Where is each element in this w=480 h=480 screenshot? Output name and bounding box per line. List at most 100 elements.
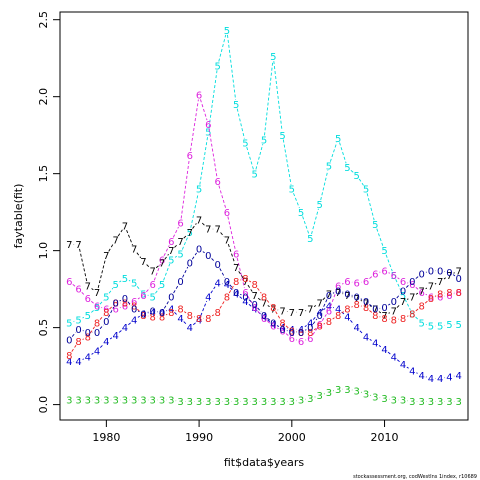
series-5-segment: [415, 316, 419, 321]
series-0-segment: [71, 332, 76, 337]
series-5-segment: [293, 193, 300, 209]
series-8-point: 8: [224, 292, 230, 303]
series-0-point: 0: [437, 266, 443, 277]
series-7-segment: [238, 271, 244, 278]
series-4-point: 4: [177, 314, 183, 325]
series-6-segment: [388, 272, 390, 274]
x-tick-label: 2000: [278, 431, 306, 444]
series-7-point: 7: [456, 266, 462, 277]
series-3-point: 3: [159, 396, 165, 407]
series-5-point: 5: [196, 185, 202, 196]
series-8-point: 8: [85, 332, 91, 343]
series-0-point: 0: [159, 308, 165, 319]
series-0-segment: [332, 292, 335, 294]
series-7-segment: [360, 299, 363, 302]
series-5-segment: [320, 170, 329, 201]
series-6-segment: [208, 128, 218, 177]
series-6-point: 6: [326, 306, 332, 317]
series-7-point: 7: [428, 282, 434, 293]
series-3-point: 3: [344, 385, 350, 396]
series-5-point: 5: [446, 320, 452, 331]
series-3-point: 3: [316, 391, 322, 402]
series-5-point: 5: [400, 291, 406, 302]
series-5-segment: [128, 279, 131, 282]
series-0-point: 0: [279, 325, 285, 336]
series-5-point: 5: [363, 185, 369, 196]
series-7-segment: [126, 230, 133, 246]
series-5-segment: [246, 147, 254, 170]
series-4-point: 4: [437, 374, 443, 385]
x-tick-label: 2010: [371, 431, 399, 444]
series-5-point: 5: [122, 274, 128, 285]
series-5-segment: [385, 254, 393, 272]
series-4-segment: [82, 358, 84, 360]
series-3-point: 3: [75, 396, 81, 407]
series-7-point: 7: [122, 222, 128, 233]
series-8-segment: [257, 287, 262, 294]
series-0-segment: [396, 293, 401, 299]
series-4-segment: [416, 372, 418, 374]
series-8-segment: [406, 315, 409, 317]
series-7-segment: [164, 253, 169, 260]
series-3-point: 3: [205, 397, 211, 408]
series-5-segment: [339, 142, 347, 164]
series-6-point: 6: [177, 219, 183, 230]
series-0-point: 0: [233, 288, 239, 299]
series-4-point: 4: [214, 279, 220, 290]
series-0-segment: [202, 251, 205, 254]
series-6-segment: [257, 310, 262, 316]
x-tick-label: 1990: [185, 431, 213, 444]
series-5-point: 5: [66, 319, 72, 330]
series-3-point: 3: [122, 396, 128, 407]
series-6-point: 6: [344, 277, 350, 288]
series-4-segment: [99, 344, 104, 348]
series-6-point: 6: [363, 277, 369, 288]
series-0-segment: [452, 274, 456, 277]
series-8-segment: [332, 317, 335, 320]
series-0-segment: [99, 324, 104, 330]
series-4-point: 4: [252, 305, 258, 316]
series-7-segment: [257, 297, 261, 301]
series-8-segment: [71, 344, 77, 352]
series-0-segment: [415, 276, 419, 279]
series-7-segment: [267, 305, 270, 308]
series-3-point: 3: [112, 396, 118, 407]
series-3-point: 3: [437, 397, 443, 408]
series-5-point: 5: [391, 271, 397, 282]
series-6-segment: [267, 320, 271, 324]
series-4-point: 4: [112, 331, 118, 342]
series-5-point: 5: [335, 134, 341, 145]
series-0-segment: [211, 258, 215, 262]
series-6-segment: [180, 159, 190, 219]
series-6-point: 6: [224, 208, 230, 219]
series-0-point: 0: [446, 268, 452, 279]
series-3-point: 3: [418, 397, 424, 408]
series-4-point: 4: [446, 372, 452, 383]
series-8-point: 8: [372, 311, 378, 322]
series-6-point: 6: [242, 288, 248, 299]
series-0-point: 0: [261, 311, 267, 322]
series-5-segment: [273, 61, 283, 131]
series-5-segment: [155, 287, 160, 294]
series-0-point: 0: [75, 325, 81, 336]
series-0-point: 0: [409, 277, 415, 288]
series-4-point: 4: [391, 352, 397, 363]
series-4-segment: [91, 352, 94, 355]
series-6-segment: [200, 99, 208, 121]
series-7-segment: [79, 248, 88, 282]
series-6-segment: [277, 327, 279, 330]
series-7-segment: [453, 272, 455, 274]
series-0-point: 0: [363, 297, 369, 308]
x-axis: 1980 1990 2000 2010: [92, 420, 399, 444]
series-7-segment: [220, 232, 225, 237]
series-5-segment: [366, 193, 375, 221]
series-6-point: 6: [400, 277, 406, 288]
series-7-point: 7: [205, 225, 211, 236]
series-8-point: 8: [261, 292, 267, 303]
series-5-segment: [181, 236, 189, 250]
series-8-point: 8: [131, 302, 137, 313]
series-7-segment: [183, 235, 187, 239]
series-4-point: 4: [261, 312, 267, 323]
